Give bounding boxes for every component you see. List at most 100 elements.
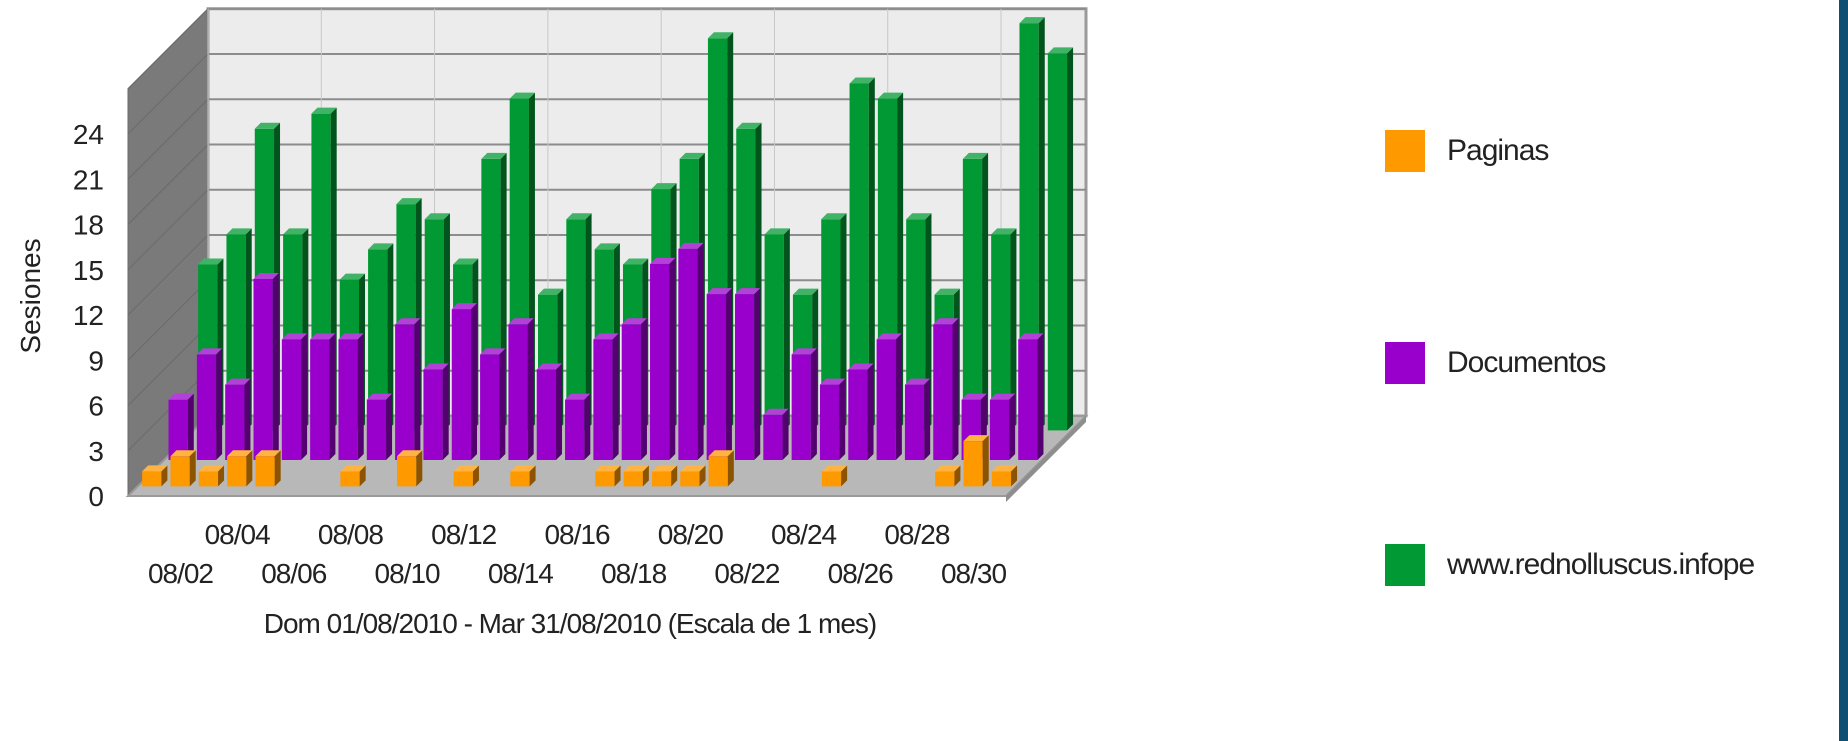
bar-top-2-6 <box>368 243 394 250</box>
bar-1-3 <box>253 279 273 460</box>
bar-side-0-16 <box>614 465 621 487</box>
bar-side-0-9 <box>416 450 423 487</box>
legend-label-paginas: Paginas <box>1447 134 1549 167</box>
bar-top-2-30 <box>1047 47 1074 54</box>
bar-side-1-20 <box>754 288 761 460</box>
bar-1-14 <box>565 399 585 460</box>
bar-top-2-10 <box>481 152 507 159</box>
bar-side-1-22 <box>810 348 817 460</box>
bar-1-5 <box>310 339 330 460</box>
bar-side-1-14 <box>584 393 591 460</box>
bar-top-2-20 <box>764 228 790 235</box>
xtick-label-lower: 08/06 <box>261 558 326 589</box>
bar-1-17 <box>650 263 670 460</box>
bar-0-30 <box>991 471 1012 487</box>
bar-top-1-24 <box>848 363 874 370</box>
bar-2-6 <box>368 249 388 431</box>
bar-side-0-11 <box>472 465 479 487</box>
bar-1-15 <box>593 339 613 460</box>
legend-label-documentos: Documentos <box>1447 346 1606 379</box>
bar-top-0-24 <box>821 465 848 472</box>
bar-top-0-4 <box>255 450 281 457</box>
bar-side-0-2 <box>218 465 225 487</box>
bar-1-23 <box>819 384 840 460</box>
legend-item-website: www.rednolluscus.infope <box>1385 544 1755 586</box>
bar-1-26 <box>904 384 925 460</box>
bar-0-1 <box>170 456 190 487</box>
ytick-label: 21 <box>73 164 104 195</box>
gridline-side <box>127 325 209 406</box>
bar-top-2-11 <box>509 92 535 99</box>
bar-0-11 <box>453 471 473 487</box>
bar-side-2-13 <box>585 213 592 431</box>
bar-top-0-7 <box>340 465 366 472</box>
bar-side-0-0 <box>161 465 168 487</box>
floor-edge <box>1006 416 1086 502</box>
bar-1-25 <box>876 339 896 460</box>
bar-side-1-8 <box>414 318 421 460</box>
bar-top-1-4 <box>281 333 308 340</box>
bar-0-29 <box>963 441 983 487</box>
bar-1-30 <box>1018 339 1038 460</box>
bar-top-2-22 <box>821 213 847 220</box>
bar-top-0-3 <box>227 450 253 457</box>
bar-side-1-12 <box>527 318 534 460</box>
bar-1-6 <box>338 339 358 460</box>
xtick-label-lower: 08/18 <box>601 558 666 589</box>
bar-1-12 <box>508 324 528 460</box>
ytick-label: 0 <box>88 481 104 512</box>
bar-2-30 <box>1047 53 1068 431</box>
bar-side-2-25 <box>925 213 932 431</box>
bar-top-2-25 <box>906 213 932 220</box>
bar-top-2-8 <box>424 213 450 220</box>
bar-top-1-11 <box>480 348 506 355</box>
bar-2-25 <box>906 219 926 431</box>
xtick-label-lower: 08/10 <box>375 558 440 589</box>
legend-item-documentos: Documentos <box>1385 342 1606 384</box>
bar-top-2-3 <box>283 228 309 235</box>
bar-side-1-3 <box>272 273 279 460</box>
bar-1-0 <box>168 399 188 460</box>
bar-2-22 <box>821 219 841 431</box>
bar-top-1-18 <box>678 242 704 249</box>
gridline-side <box>127 189 209 271</box>
bar-side-1-2 <box>244 378 251 460</box>
bar-1-8 <box>395 324 415 460</box>
bar-1-2 <box>225 384 245 460</box>
bar-side-0-17 <box>642 465 649 487</box>
bar-side-0-30 <box>1011 465 1018 487</box>
bar-top-0-30 <box>991 465 1018 472</box>
bar-top-1-20 <box>734 288 761 295</box>
bar-1-29 <box>989 399 1010 460</box>
bar-side-0-3 <box>246 450 253 487</box>
bar-top-2-1 <box>226 228 252 235</box>
bar-side-1-26 <box>924 378 931 460</box>
legend-swatch-website <box>1385 544 1425 586</box>
bar-top-0-19 <box>680 465 706 472</box>
bar-top-1-22 <box>791 348 817 355</box>
bar-top-2-9 <box>453 258 479 265</box>
bar-1-22 <box>791 354 811 460</box>
bar-top-0-20 <box>708 450 734 457</box>
bar-top-0-18 <box>651 465 678 472</box>
bar-top-1-7 <box>366 393 393 400</box>
bar-top-1-30 <box>1018 333 1044 340</box>
bar-1-10 <box>451 309 472 460</box>
bar-top-0-11 <box>453 465 479 472</box>
xtick-label-lower: 08/14 <box>488 558 553 589</box>
bar-0-16 <box>595 471 615 487</box>
bar-top-2-19 <box>736 122 762 129</box>
xtick-label-upper: 08/20 <box>658 519 723 550</box>
gridline-side <box>127 98 209 180</box>
bar-top-2-14 <box>594 243 620 250</box>
bar-0-17 <box>623 471 643 487</box>
bar-1-16 <box>621 324 641 460</box>
bar-top-1-15 <box>593 333 619 340</box>
bar-top-0-13 <box>510 465 536 472</box>
bar-top-2-18 <box>707 32 734 39</box>
gridline-side <box>127 234 209 316</box>
bar-top-2-2 <box>254 122 281 129</box>
bar-top-1-29 <box>989 393 1016 400</box>
bar-side-2-20 <box>783 228 790 431</box>
bar-top-2-23 <box>849 77 875 84</box>
